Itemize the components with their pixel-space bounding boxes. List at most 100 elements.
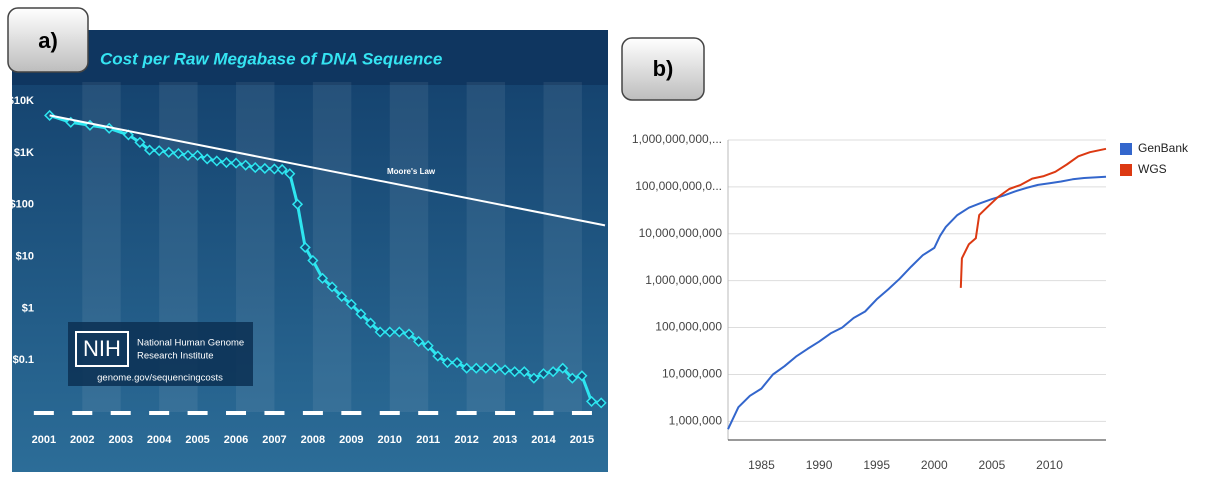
x-tick-mark	[533, 411, 554, 415]
y-tick-label: 1,000,000	[669, 414, 723, 428]
x-tick-label: 1990	[806, 458, 833, 472]
x-tick-label: 2010	[378, 434, 402, 446]
marker	[374, 326, 386, 338]
marker	[518, 366, 530, 378]
y-tick-label: 10,000,000,000	[639, 226, 723, 240]
x-tick-label: 2007	[262, 434, 286, 446]
x-tick-label: 2005	[185, 434, 209, 446]
panel-label: a)	[38, 28, 58, 53]
marker	[566, 372, 578, 384]
x-tick-label: 2006	[224, 434, 248, 446]
marker	[259, 162, 271, 175]
stripe	[543, 82, 582, 412]
stripe	[312, 82, 352, 412]
marker	[393, 326, 405, 338]
marker	[355, 308, 367, 320]
marker	[461, 362, 473, 374]
x-tick-label: 2009	[339, 434, 363, 446]
marker	[220, 157, 232, 169]
marker	[268, 163, 281, 175]
marker	[432, 350, 444, 362]
marker	[413, 335, 425, 348]
marker	[509, 366, 521, 378]
x-tick-mark	[571, 411, 592, 415]
marker	[163, 146, 175, 158]
line	[959, 147, 1107, 288]
y-tick-label: $10	[16, 250, 34, 262]
marker	[299, 241, 311, 253]
marker	[230, 157, 242, 169]
marker	[345, 298, 357, 310]
marker	[595, 397, 607, 409]
annotation: Moore's Law	[387, 167, 436, 176]
marker	[182, 149, 194, 161]
marker	[499, 364, 511, 376]
marker	[192, 149, 204, 161]
chart-title: Cost per Raw Megabase of DNA Sequence	[100, 49, 442, 68]
marker	[284, 168, 296, 180]
y-tick-label: 100,000,000,0...	[635, 179, 722, 193]
x-tick-label: 1995	[863, 458, 890, 472]
marker	[489, 362, 502, 374]
x-tick-label: 2003	[108, 434, 132, 446]
x-tick-mark	[72, 411, 93, 415]
y-tick-label: $10K	[8, 95, 34, 107]
x-tick-mark	[33, 411, 54, 415]
x-tick-label: 2001	[32, 434, 56, 446]
logo-text: National Human Genome	[137, 338, 244, 349]
x-tick-label: 2015	[570, 434, 594, 446]
x-tick-mark	[302, 411, 323, 415]
legend-label: WGS	[1138, 162, 1167, 176]
marker	[451, 356, 463, 369]
x-tick-label: 2002	[70, 434, 94, 446]
y-tick-label: 100,000,000	[655, 320, 722, 334]
marker	[480, 362, 492, 374]
marker	[384, 326, 396, 338]
x-tick-label: 2012	[454, 434, 478, 446]
panel-label-box	[621, 37, 705, 101]
x-tick-label: 2000	[921, 458, 948, 472]
marker	[153, 145, 165, 157]
y-tick-label: $1	[22, 302, 34, 314]
x-tick-label: 2004	[147, 434, 172, 446]
marker	[201, 153, 213, 165]
marker	[547, 366, 559, 378]
x-tick-mark	[418, 411, 439, 415]
x-tick-mark	[149, 411, 170, 415]
marker	[326, 281, 338, 293]
x-tick-mark	[341, 411, 362, 415]
marker	[537, 368, 550, 380]
legend-swatch	[1120, 143, 1132, 155]
marker	[422, 340, 434, 352]
logo-url: genome.gov/sequencingcosts	[97, 373, 223, 384]
marker	[134, 136, 146, 148]
marker	[403, 328, 415, 340]
x-tick-mark	[456, 411, 477, 415]
line	[727, 175, 1107, 430]
marker	[240, 159, 252, 171]
marker	[364, 317, 377, 329]
x-tick-mark	[264, 411, 285, 415]
marker	[249, 162, 261, 174]
x-tick-label: 2005	[979, 458, 1006, 472]
marker	[143, 144, 156, 156]
x-tick-mark	[110, 411, 131, 415]
logo-text: Research Institute	[137, 351, 214, 362]
marker	[211, 155, 223, 167]
panel-label: b)	[653, 56, 674, 81]
marker	[276, 163, 288, 176]
line	[49, 114, 606, 227]
panel-a-background	[12, 30, 608, 472]
legend-label: GenBank	[1138, 141, 1189, 155]
stripe	[466, 82, 506, 412]
y-tick-label: $100	[10, 199, 34, 211]
x-tick-label: 2008	[301, 434, 325, 446]
y-tick-label: 10,000,000	[662, 367, 722, 381]
x-tick-mark	[495, 411, 516, 415]
logo-acronym: NIH	[83, 336, 121, 361]
logo-frame	[75, 331, 129, 367]
x-tick-mark	[379, 411, 400, 415]
marker	[441, 356, 453, 369]
x-tick-label: 2013	[493, 434, 517, 446]
